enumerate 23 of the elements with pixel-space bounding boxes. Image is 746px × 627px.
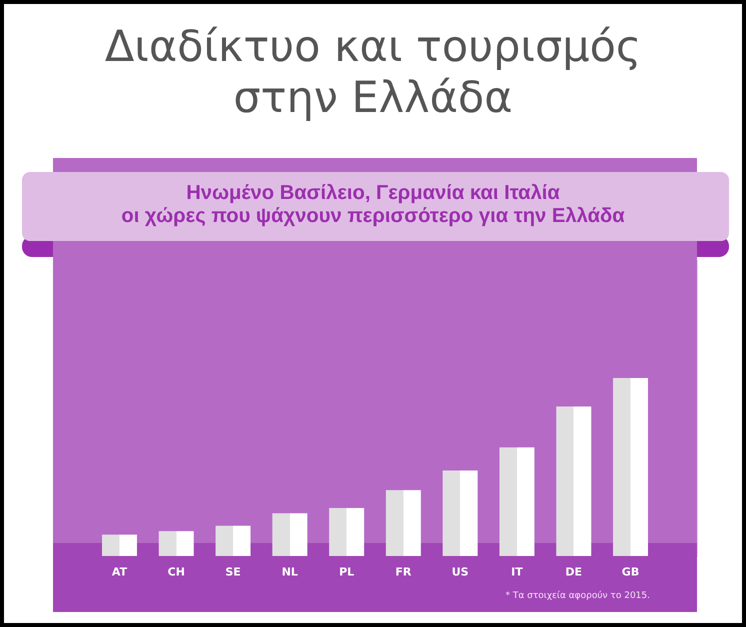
bar	[329, 508, 364, 556]
x-tick-label: AT	[112, 566, 128, 578]
x-tick-label: CH	[168, 566, 185, 578]
bar	[499, 447, 534, 556]
chart-subtitle: Ηνωμένο Βασίλειο, Γερμανία και Ιταλία οι χώρες που ψάχνουν περισσότερο για την Ελλάδα	[121, 182, 626, 227]
bar	[386, 490, 421, 556]
bar	[102, 534, 137, 556]
x-tick-label: NL	[282, 566, 298, 578]
bar	[613, 378, 648, 556]
x-tick-label: IT	[511, 566, 524, 578]
x-tick-label: PL	[339, 566, 354, 578]
x-tick-label: SE	[225, 566, 241, 578]
x-tick-label: GB	[622, 566, 640, 578]
bar	[216, 526, 251, 556]
chart-title: Διαδίκτυο και τουρισμός στην Ελλάδα	[104, 22, 642, 123]
bar	[158, 531, 194, 556]
x-tick-label: DE	[565, 566, 582, 578]
text: * Τα στοιχεία αφορούν το 2015.	[506, 590, 650, 601]
bar	[556, 406, 592, 556]
x-tick-label: US	[452, 566, 469, 578]
bar	[442, 470, 478, 556]
x-tick-label: FR	[395, 566, 412, 578]
bar	[272, 513, 308, 556]
